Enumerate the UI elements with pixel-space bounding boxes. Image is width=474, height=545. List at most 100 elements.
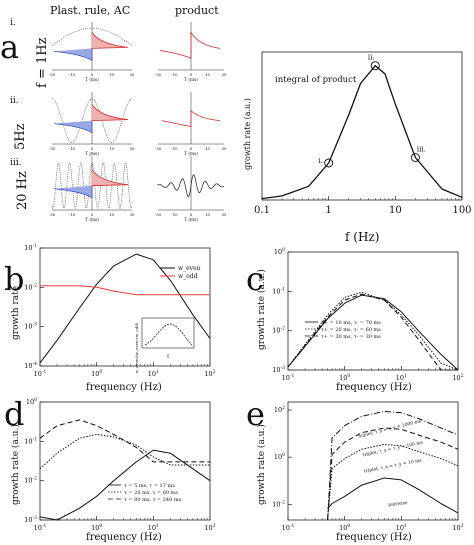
y-tick-label: 10-2 <box>272 326 285 335</box>
stdp-depression-area <box>53 120 93 134</box>
y-tick-label: 10-3 <box>24 515 37 524</box>
product-curve <box>159 30 221 60</box>
y-tick-label: 102 <box>274 405 285 414</box>
plot-b: 10-1 100 101 102 10-1 10-2 10-3 10-4 w_evenw_odd… <box>24 243 215 378</box>
mini-tick-label: -30 <box>155 146 162 151</box>
autocorrelation-curve <box>51 27 133 46</box>
x-tick-label: 100 <box>339 523 350 532</box>
curve-label-2: triplet, τ_x = τ_y = 100 ms <box>362 440 424 459</box>
y-tick-label: 10-1 <box>24 436 37 445</box>
mini-plot-1-1: -30 -10 0 10 30 T (ms) <box>49 22 135 82</box>
series-line-1 <box>287 294 459 371</box>
mini-plot-1-2: -30 -10 0 10 30 T (ms) <box>155 22 227 82</box>
mini-tick-label: 30 <box>130 212 135 217</box>
mini-tick-label: 0 <box>190 212 193 217</box>
legend-label-w-odd: w_odd <box>178 273 198 280</box>
mini-tick-label: 10 <box>110 212 115 217</box>
y-tick-label: 100 <box>274 452 285 461</box>
mini-tick-label: -30 <box>49 212 56 217</box>
plot-a-ylabel: growth rate (a.u.) <box>243 98 252 170</box>
legend-label-w-even: w_even <box>178 265 201 272</box>
mini-tick-label: 30 <box>222 72 227 77</box>
legend-label-1: τ+ = 10 ms, τ- = 70 ms <box>321 320 381 326</box>
y-tick-label: 10-3 <box>24 322 37 331</box>
legend-label-3: τ = 80 ms, τ = 240 ms <box>124 497 182 503</box>
plot-b-xlabel: frequency (Hz) <box>86 382 162 393</box>
plot-d-xlabel: frequency (Hz) <box>86 532 162 543</box>
autocorrelation-curve <box>51 98 133 143</box>
marker-label-2: ii. <box>368 54 375 62</box>
x-tick-label: 102 <box>452 373 463 382</box>
marker-label-3: iii. <box>417 146 426 154</box>
legend-label-2: τ = 20 ms, τ = 60 ms <box>124 490 178 496</box>
series-line-1 <box>39 253 211 364</box>
series-line-3 <box>327 443 459 521</box>
x-tick-label: 102 <box>204 523 215 532</box>
mini-tick-label: 10 <box>205 72 210 77</box>
x-tick-label: 100 <box>452 205 471 216</box>
col-header-plasticity: Plast. rule, AC <box>50 4 130 17</box>
y-tick-label: 10-1 <box>272 286 285 295</box>
mini-tick-label: -30 <box>155 212 162 217</box>
mini-tick-label: 30 <box>130 72 135 77</box>
curve-label-3: triplet, τ_x = τ_y = 10 ms <box>363 457 422 474</box>
legend-label-3: τ+ = 30 ms, τ- = 30 ms <box>321 334 381 340</box>
row-label-iii: iii. <box>10 158 22 168</box>
legend-label-1: τ = 5 ms, τ = 17 ms <box>124 483 175 489</box>
panel-letter-d: d <box>4 395 24 433</box>
series-line-1 <box>327 410 459 521</box>
mini-xlabel: T (ms) <box>184 151 198 156</box>
mini-tick-label: 0 <box>91 212 94 217</box>
plot-a: 0.1 1 10 100 i. ii. iii. <box>254 51 472 216</box>
product-curve <box>157 174 225 198</box>
x-tick-label: 0.1 <box>254 205 270 216</box>
mini-xlabel: T (ms) <box>85 217 99 222</box>
x-tick-label: 102 <box>204 369 215 378</box>
y-tick-label: 10-3 <box>272 365 285 374</box>
x-tick-label: 10-1 <box>282 373 295 382</box>
mini-tick-label: 30 <box>130 146 135 151</box>
series-line-4 <box>327 477 459 514</box>
stdp-potentiation-area <box>91 32 129 49</box>
mini-plot-3-2: -30 -10 0 10 30 T (ms) <box>155 156 227 222</box>
y-tick-label: 10-1 <box>24 243 37 252</box>
marker-circle-1 <box>324 158 334 168</box>
marker-label-1: i. <box>318 157 322 165</box>
plot-e-xlabel: frequency (Hz) <box>336 532 412 543</box>
mini-tick-label: -30 <box>49 146 56 151</box>
mini-tick-label: -10 <box>171 212 178 217</box>
inset-frame <box>141 317 195 349</box>
x-tick-label: 101 <box>148 523 159 532</box>
plot-e-ylabel: growth rate (a.u.) <box>256 424 267 505</box>
marker-circle-2 <box>370 61 380 71</box>
mini-tick-label: -10 <box>69 146 76 151</box>
row-freq-1hz: f = 1Hz <box>35 37 50 88</box>
stdp-depression-area <box>53 185 93 199</box>
y-tick-label: 10-2 <box>24 476 37 485</box>
series-line-3 <box>39 419 210 463</box>
mini-tick-label: 0 <box>91 146 94 151</box>
plot-frame <box>39 401 211 521</box>
mini-xlabel: T (ms) <box>184 77 198 82</box>
mini-tick-label: 10 <box>205 146 210 151</box>
plot-c-xlabel: frequency (Hz) <box>336 382 412 393</box>
panel-letter-a: a <box>0 28 19 66</box>
legend-label-2: τ+ = 20 ms, τ- = 60 ms <box>321 327 381 333</box>
marker-circle-3 <box>410 153 420 162</box>
product-curve <box>161 109 221 128</box>
row-freq-5hz: 5Hz <box>13 123 28 150</box>
mini-tick-label: 10 <box>110 72 115 77</box>
plot-frame <box>287 251 459 371</box>
y-tick-label: 10-4 <box>24 361 37 370</box>
x-tick-label: 100 <box>91 523 102 532</box>
stdp-depression-area <box>53 48 93 62</box>
mini-tick-label: 0 <box>190 146 193 151</box>
mini-tick-label: -10 <box>69 212 76 217</box>
panel-letter-c: c <box>246 260 264 298</box>
inset-xlabel: f <box>167 354 170 360</box>
mini-tick-label: 10 <box>205 212 210 217</box>
panel-letter-b: b <box>4 260 24 298</box>
x-tick-label: 102 <box>452 523 463 532</box>
curve-label-1: triplet, τ_x = τ_y = 1000 ms <box>358 418 423 440</box>
